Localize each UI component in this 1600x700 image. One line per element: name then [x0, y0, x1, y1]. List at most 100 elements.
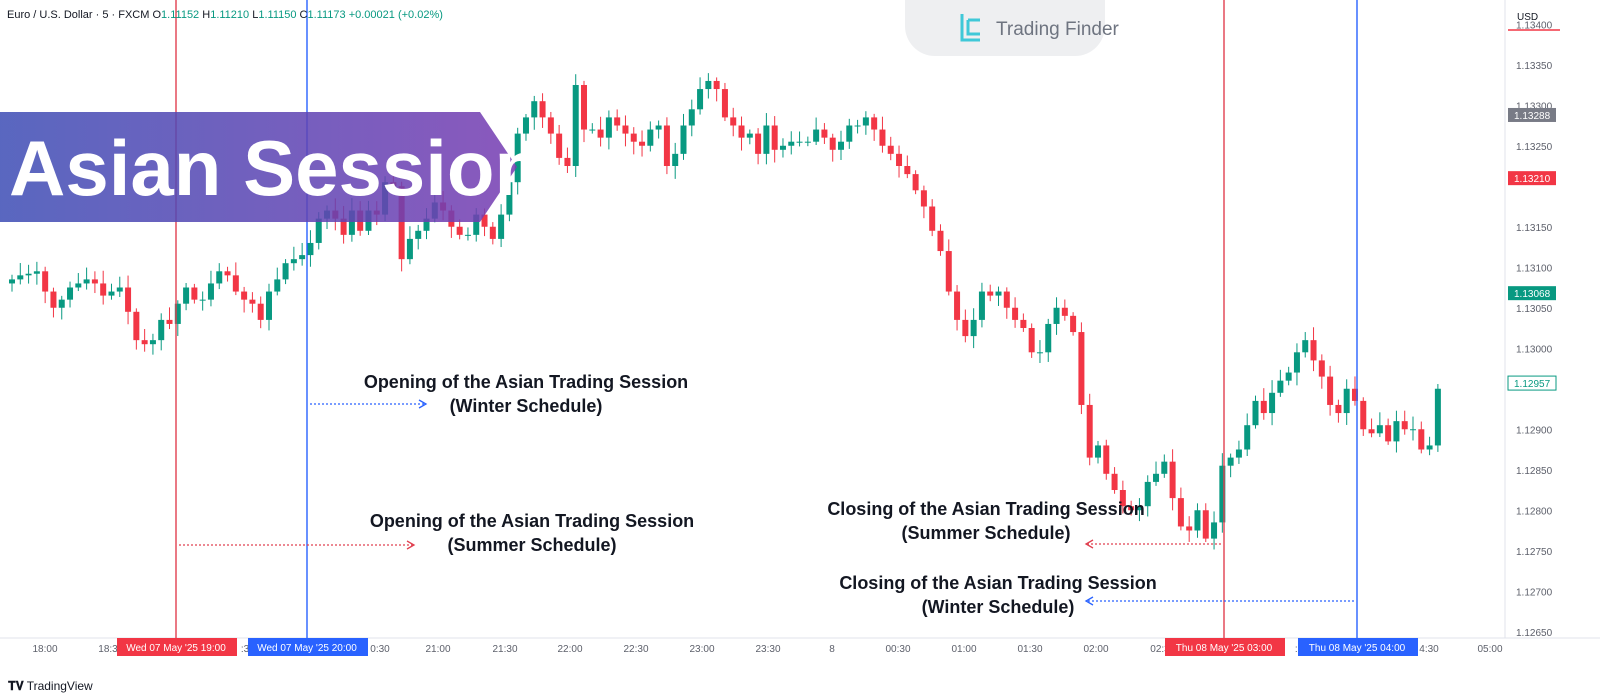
time-marker-label: Thu 08 May '25 03:00: [1176, 643, 1273, 654]
price-tick-label: 1.12700: [1516, 587, 1553, 598]
candle-body: [1053, 307, 1060, 324]
candle-body: [1169, 461, 1176, 499]
time-tick-label: 23:30: [755, 644, 780, 655]
candle-body: [1368, 429, 1375, 434]
candle-body: [348, 210, 355, 235]
candle-body: [1153, 473, 1160, 482]
candle-body: [1401, 421, 1408, 430]
candle-body: [871, 117, 878, 130]
candle-body: [771, 125, 778, 150]
candle-body: [564, 157, 571, 166]
candle-body: [1252, 400, 1259, 426]
candle-body: [274, 279, 281, 292]
candle-body: [680, 125, 687, 154]
symbol-title: Euro / U.S. Dollar · 5 · FXCM: [7, 9, 150, 21]
close-value: 1.11173: [307, 9, 346, 21]
candle-body: [290, 259, 297, 264]
candle-body: [705, 80, 712, 90]
annotation-close-winter: Closing of the Asian Trading Session (Wi…: [828, 571, 1168, 619]
candle-body: [183, 287, 190, 304]
time-marker-box: [117, 638, 237, 656]
candle-body: [1434, 388, 1441, 446]
candle-body: [25, 273, 32, 276]
candle-body: [224, 271, 231, 276]
candle-body: [929, 206, 936, 231]
candle-body: [1269, 392, 1276, 414]
time-tick-label: 01:00: [951, 644, 976, 655]
time-tick-label: 22:30: [623, 644, 648, 655]
time-tick-label: 23:00: [689, 644, 714, 655]
candle-body: [937, 230, 944, 252]
candle-body: [1385, 425, 1392, 442]
candle-body: [265, 291, 272, 320]
candle-body: [1202, 510, 1209, 539]
candle-body: [1393, 421, 1400, 442]
time-marker-box: [1298, 638, 1418, 656]
candle-body: [91, 279, 98, 284]
candle-body: [1376, 425, 1383, 434]
price-tick-label: 1.12750: [1516, 547, 1553, 558]
candle-body: [1426, 445, 1433, 450]
price-tick-label: 1.13300: [1516, 101, 1553, 112]
candle-body: [655, 125, 662, 130]
candle-body: [539, 101, 546, 118]
candle-body: [83, 279, 90, 284]
price-label-box: [1508, 107, 1556, 122]
price-tick-label: 1.13150: [1516, 223, 1553, 234]
candle-body: [1177, 498, 1184, 527]
change-value: +0.00021 (+0.02%): [348, 9, 443, 21]
candle-body: [1418, 429, 1425, 450]
candle-body: [1086, 404, 1093, 458]
candle-body: [829, 137, 836, 150]
candle-body: [473, 214, 480, 235]
candle-body: [697, 89, 704, 110]
arrow-open-winter-head: [418, 399, 428, 409]
candle-body: [978, 291, 985, 320]
candle-body: [796, 141, 803, 143]
price-tick-label: 1.13350: [1516, 61, 1553, 72]
annotation-line: (Summer Schedule): [447, 535, 617, 555]
currency-label: USD: [1517, 12, 1538, 23]
tradingview-attribution[interactable]: 𝐓𝐕 TradingView: [8, 679, 93, 694]
time-tick-label: 01:30: [1017, 644, 1042, 655]
candle-body: [1335, 404, 1342, 414]
candle-body: [721, 89, 728, 118]
candle-body: [315, 218, 322, 243]
candle-body: [33, 271, 40, 274]
candle-body: [639, 141, 646, 146]
candle-body: [299, 255, 306, 260]
candle-body: [506, 182, 513, 215]
annotation-line: (Winter Schedule): [449, 396, 603, 416]
brand-watermark: [905, 0, 1105, 56]
price-label-box: [1507, 375, 1557, 391]
candle-body: [1227, 457, 1234, 466]
arrow-close-summer-head: [1084, 539, 1094, 549]
session-banner: [0, 112, 517, 222]
candle-body: [241, 291, 248, 300]
candle-body: [1028, 328, 1035, 353]
candle-body: [970, 319, 977, 337]
candle-body: [108, 291, 115, 296]
price-tick-label: 1.13250: [1516, 142, 1553, 153]
candle-body: [141, 340, 148, 345]
price-tick-label: 1.12650: [1516, 628, 1553, 639]
candle-body: [282, 263, 289, 280]
candle-body: [804, 141, 811, 143]
candle-body: [746, 133, 753, 138]
candle-body: [738, 125, 745, 138]
time-tick-label: 21:30: [492, 644, 517, 655]
candle-body: [249, 299, 256, 304]
candle-body: [547, 117, 554, 134]
candle-body: [406, 238, 413, 260]
price-tick-label: 1.12800: [1516, 506, 1553, 517]
time-tick-label: 8: [829, 644, 835, 655]
candle-body: [1036, 352, 1043, 354]
time-tick-label: 00:30: [885, 644, 910, 655]
candle-body: [1351, 388, 1358, 401]
time-marker-label: Wed 07 May '25 20:00: [257, 643, 357, 654]
candle-body: [1061, 307, 1068, 316]
annotation-line: Closing of the Asian Trading Session: [827, 499, 1145, 519]
candle-body: [1260, 400, 1267, 414]
candle-body: [116, 287, 123, 292]
